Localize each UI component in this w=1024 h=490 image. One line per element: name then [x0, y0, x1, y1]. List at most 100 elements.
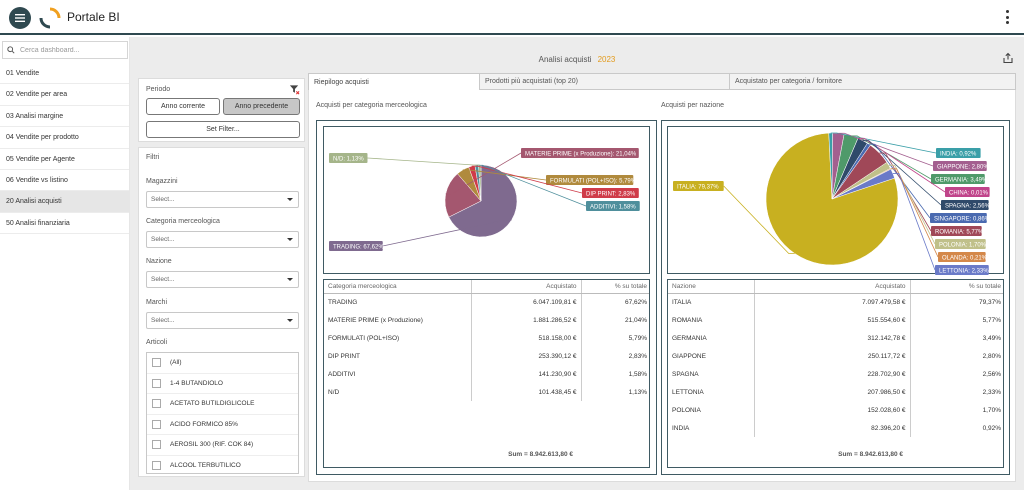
data-label-box	[673, 181, 724, 191]
table-row[interactable]: N/D 101.438,45 €1,13%	[324, 383, 649, 401]
nazione-label: Nazione	[146, 258, 172, 265]
table-cell: 250.117,72 €	[753, 347, 910, 365]
table-cell: 1,70%	[909, 401, 1003, 419]
sidebar-item-analisi-finanziaria[interactable]: 50 Analisi finanziaria	[0, 213, 129, 235]
clear-filter-icon[interactable]	[289, 84, 300, 95]
nazione-chart-box: ITALIA: 79,37% INDIA: 0,92% GIAPPONE: 2,80…	[667, 126, 1004, 275]
tab-acquistato-categoria-fornitore[interactable]: Acquistato per categoria / fornitore	[730, 73, 1016, 90]
table-row[interactable]: LETTONIA 207.986,50 €2,33%	[668, 383, 1003, 401]
list-item[interactable]: AEROSIL 300 (RIF. COK 84)	[147, 435, 298, 456]
table-cell: 515.554,60 €	[753, 311, 910, 329]
section-title-nazione: Acquisti per nazione	[661, 102, 725, 109]
column-header: Acquistato	[753, 280, 910, 294]
sidebar-item-vendite-per-prodotto[interactable]: 04 Vendite per prodotto	[0, 127, 129, 149]
table-row[interactable]: ADDITIVI 141.230,90 €1,58%	[324, 365, 649, 383]
table-row[interactable]: POLONIA 152.028,60 €1,70%	[668, 401, 1003, 419]
search-box[interactable]	[2, 41, 128, 59]
data-label-box	[586, 201, 640, 211]
table-row[interactable]: ITALIA 7.097.479,58 €79,37%	[668, 293, 1003, 311]
set-filter-button[interactable]: Set Filter...	[146, 121, 300, 138]
table-row[interactable]: SPAGNA 228.702,90 €2,56%	[668, 365, 1003, 383]
checkbox[interactable]	[152, 419, 161, 429]
list-item[interactable]: ALCOOL TERBUTILICO	[147, 456, 298, 474]
data-label: SPAGNA: 2,56%	[945, 203, 991, 209]
leader-line	[868, 143, 931, 219]
marchi-label: Marchi	[146, 299, 168, 306]
table-cell: 2,56%	[909, 365, 1003, 383]
menu-button[interactable]	[9, 7, 31, 29]
table-row[interactable]: MATERIE PRIME (x Produzione) 1.881.286,52…	[324, 311, 649, 329]
table-row[interactable]: FORMULATI (POL+ISO) 518.158,00 €5,79%	[324, 329, 649, 347]
data-label-box	[521, 148, 639, 158]
checkbox[interactable]	[152, 358, 161, 368]
table-cell: FORMULATI (POL+ISO)	[328, 334, 400, 342]
column-header: % su totale	[909, 280, 1003, 294]
table-row[interactable]: ROMANIA 515.554,60 €5,77%	[668, 311, 1003, 329]
checkbox[interactable]	[152, 440, 161, 450]
sidebar-item-analisi-acquisti[interactable]: 20 Analisi acquisti	[0, 191, 129, 213]
table-row[interactable]: INDIA 82.396,20 €0,92%	[668, 419, 1003, 437]
table-cell: 2,80%	[909, 347, 1003, 365]
page-title: Analisi acquisti	[538, 54, 592, 64]
sidebar-item-vendite-per-agente[interactable]: 05 Vendite per Agente	[0, 149, 129, 170]
table-row[interactable]: TRADING 6.047.109,81 €67,62%	[324, 293, 649, 311]
marchi-select[interactable]: Select...	[146, 312, 299, 329]
leader-line	[462, 169, 547, 181]
search-input[interactable]	[20, 46, 120, 54]
list-item[interactable]: 1-4 BUTANDIOLO	[147, 374, 298, 394]
sidebar: 01 Vendite 02 Vendite per area 03 Analis…	[0, 37, 130, 490]
table-cell: 67,62%	[580, 293, 649, 311]
period-card: Periodo Anno corrente Anno precedente Se…	[138, 78, 305, 142]
nazione-select[interactable]: Select...	[146, 271, 299, 288]
period-label: Periodo	[146, 86, 171, 93]
sidebar-item-vendite[interactable]: 01 Vendite	[0, 63, 129, 85]
table-cell: 21,04%	[580, 311, 649, 329]
current-year-button[interactable]: Anno corrente	[146, 98, 220, 115]
select-placeholder: Select...	[151, 317, 175, 324]
data-label-box	[930, 213, 987, 223]
dashboard-list: 01 Vendite 02 Vendite per area 03 Analis…	[0, 63, 129, 235]
nazione-panel: ITALIA: 79,37% INDIA: 0,92% GIAPPONE: 2,80…	[661, 120, 1010, 475]
leader-line	[838, 132, 934, 167]
logo-icon	[39, 7, 61, 29]
data-label: INDIA: 0,92%	[940, 151, 977, 157]
table-cell: 253.390,12 €	[470, 347, 581, 365]
table-row[interactable]: GERMANIA 312.142,78 €3,49%	[668, 329, 1003, 347]
sidebar-item-vendite-vs-listino[interactable]: 06 Vendite vs listino	[0, 170, 129, 192]
filters-card: Filtri Magazzini Select... Categoria mer…	[138, 147, 305, 477]
tab-riepilogo-acquisti[interactable]: Riepilogo acquisti	[308, 73, 480, 90]
more-options-icon[interactable]	[1004, 10, 1010, 24]
leader-line	[888, 164, 936, 245]
sum-total: Sum = 8.942.613,80 €	[508, 451, 573, 458]
list-item-label: ACIDO FORMICO 85%	[170, 420, 238, 428]
chevron-down-icon	[287, 198, 293, 201]
list-item[interactable]: (All)	[147, 353, 298, 374]
list-item-label: AEROSIL 300 (RIF. COK 84)	[170, 441, 254, 449]
tab-prodotti-top20[interactable]: Prodotti più acquistati (top 20)	[480, 73, 730, 90]
app-title: Portale BI	[67, 10, 120, 24]
list-item[interactable]: ACETATO BUTILDIGLICOLE	[147, 394, 298, 415]
data-label: TRADING: 67,62%	[333, 244, 384, 250]
table-row[interactable]: DIP PRINT 253.390,12 €2,83%	[324, 347, 649, 365]
checkbox[interactable]	[152, 378, 161, 388]
checkbox[interactable]	[152, 399, 161, 409]
leader-line	[851, 135, 932, 180]
magazzini-select[interactable]: Select...	[146, 191, 299, 208]
table-row[interactable]: GIAPPONE 250.117,72 €2,80%	[668, 347, 1003, 365]
previous-year-button[interactable]: Anno precedente	[223, 98, 300, 115]
table-cell: 141.230,90 €	[470, 365, 581, 383]
list-item-label: ALCOOL TERBUTILICO	[170, 461, 241, 469]
data-label: ROMANIA: 5,77%	[935, 229, 984, 235]
data-label: GERMANIA: 3,49%	[935, 177, 988, 183]
table-cell: 228.702,90 €	[753, 365, 910, 383]
list-item[interactable]: ACIDO FORMICO 85%	[147, 415, 298, 435]
sidebar-item-analisi-margine[interactable]: 03 Analisi margine	[0, 106, 129, 128]
checkbox[interactable]	[152, 460, 161, 470]
hamburger-icon	[15, 14, 25, 22]
data-label-box	[935, 265, 989, 275]
table-cell: 2,83%	[580, 347, 649, 365]
data-label-box	[935, 239, 986, 249]
export-icon[interactable]	[1002, 52, 1014, 64]
categoria-select[interactable]: Select...	[146, 231, 299, 248]
sidebar-item-vendite-per-area[interactable]: 02 Vendite per area	[0, 84, 129, 106]
